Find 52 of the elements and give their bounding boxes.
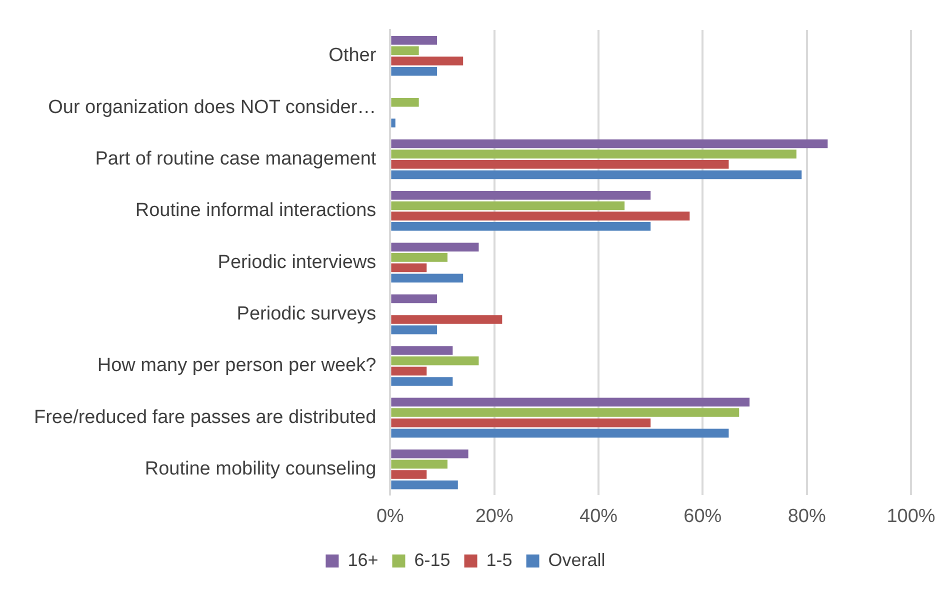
bar <box>391 398 750 407</box>
x-tick-label: 60% <box>684 506 722 527</box>
bar <box>391 428 729 438</box>
bar <box>391 118 396 128</box>
bar <box>391 46 419 56</box>
bar <box>391 139 828 148</box>
bar <box>391 294 438 304</box>
bar <box>391 449 468 458</box>
bar <box>391 315 502 324</box>
bar <box>391 160 729 169</box>
bar <box>391 408 740 417</box>
y-tick-label: Free/reduced fare passes are distributed <box>34 406 376 428</box>
legend-label: 1-5 <box>486 550 512 570</box>
bar <box>391 170 802 180</box>
bar <box>391 98 419 107</box>
y-tick-label: Periodic interviews <box>218 252 376 273</box>
x-tick-label: 0% <box>376 506 404 527</box>
bar <box>391 222 651 231</box>
legend-label: 16+ <box>348 550 378 570</box>
legend-label: Overall <box>548 550 606 570</box>
bar <box>391 325 438 334</box>
y-tick-label: Routine informal interactions <box>135 200 376 222</box>
y-tick-label: Our organization does NOT consider… <box>48 96 376 118</box>
x-tick-label: 100% <box>886 506 936 527</box>
x-tick-label: 20% <box>475 506 514 527</box>
y-tick-label: How many per person per week? <box>97 355 376 376</box>
legend-label: 6-15 <box>414 550 450 570</box>
bar <box>391 201 625 210</box>
x-tick-label: 80% <box>788 506 826 527</box>
y-tick-label: Other <box>328 45 377 66</box>
y-tick-label: Routine mobility counseling <box>144 458 376 480</box>
bar <box>391 480 458 490</box>
bar <box>391 470 427 479</box>
bar <box>391 66 438 76</box>
bar <box>391 377 453 386</box>
bar <box>391 150 796 158</box>
bar <box>391 356 479 366</box>
bar <box>391 274 464 282</box>
bar <box>391 346 453 355</box>
y-tick-label: Periodic surveys <box>236 304 376 325</box>
bar <box>391 212 690 220</box>
bar <box>391 191 651 200</box>
bar <box>391 263 427 272</box>
bar <box>391 242 479 252</box>
x-tick-label: 40% <box>579 506 618 527</box>
bar <box>391 460 448 469</box>
bar <box>391 56 464 66</box>
bar <box>391 36 438 45</box>
bar <box>391 253 448 262</box>
bar <box>391 366 427 376</box>
bar <box>391 418 651 428</box>
y-tick-label: Part of routine case management <box>95 148 377 170</box>
